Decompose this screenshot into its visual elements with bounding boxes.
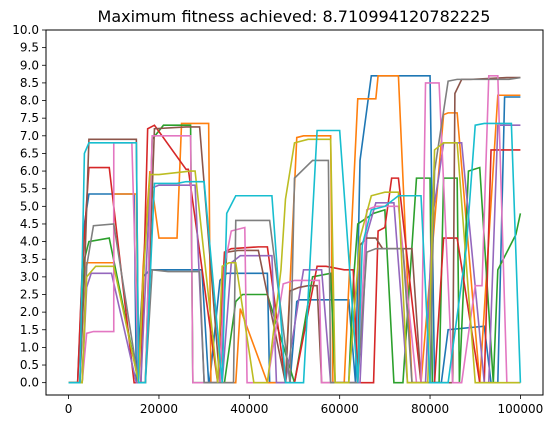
y-tick-label: 9.0	[20, 58, 39, 72]
y-tick-label: 8.0	[20, 94, 39, 108]
y-tick-label: 7.5	[20, 111, 39, 125]
y-tick-label: 6.5	[20, 146, 39, 160]
y-tick-label: 1.0	[20, 340, 39, 354]
y-tick-label: 3.0	[20, 270, 39, 284]
x-tick-label: 80000	[411, 402, 449, 416]
y-tick-label: 0.5	[20, 358, 39, 372]
x-tick-label: 40000	[230, 402, 268, 416]
y-tick-label: 4.0	[20, 235, 39, 249]
y-tick-label: 2.0	[20, 305, 39, 319]
y-tick-label: 8.5	[20, 76, 39, 90]
y-tick-label: 5.5	[20, 182, 39, 196]
y-tick-label: 2.5	[20, 287, 39, 301]
chart-title: Maximum fitness achieved: 8.710994120782…	[98, 7, 491, 26]
x-tick-label: 60000	[321, 402, 359, 416]
series-line-7	[68, 75, 521, 384]
series-line-9	[68, 138, 521, 384]
series-line-10	[68, 122, 522, 384]
y-tick-label: 6.0	[20, 164, 39, 178]
y-tick-label: 3.5	[20, 252, 39, 266]
y-tick-label: 0.0	[20, 376, 39, 390]
y-tick-label: 1.5	[20, 323, 39, 337]
x-tick-label: 100000	[498, 402, 544, 416]
y-tick-label: 10.0	[12, 23, 39, 37]
y-tick-label: 5.0	[20, 199, 39, 213]
x-axis: 0 20000 40000 60000 80000 100000	[65, 395, 544, 416]
y-tick-label: 9.5	[20, 41, 39, 55]
y-axis: 0.0 0.5 1.0 1.5 2.0 2.5 3.0 3.5 4.0 4.5 5.0 5.5 6.0 6…	[12, 23, 46, 390]
x-tick-label: 20000	[140, 402, 178, 416]
y-tick-label: 4.5	[20, 217, 39, 231]
plot-frame	[45, 29, 544, 396]
y-tick-label: 7.0	[20, 129, 39, 143]
series-layer	[68, 75, 522, 384]
x-tick-label: 0	[65, 402, 73, 416]
